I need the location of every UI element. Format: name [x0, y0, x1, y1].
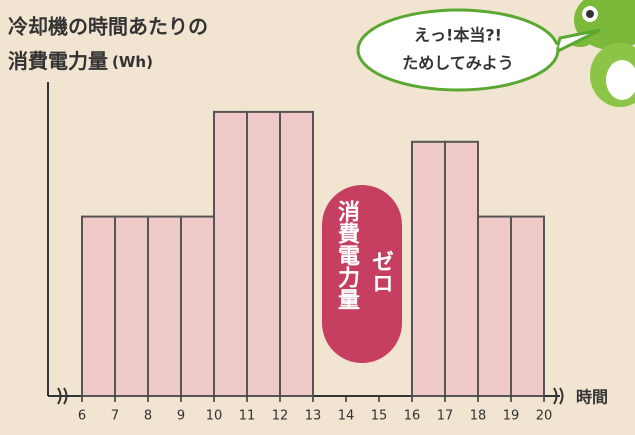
annotation-caption: 消費電力量 [334, 200, 360, 310]
x-tick-label: 9 [177, 409, 185, 424]
x-tick-label: 14 [338, 409, 355, 424]
annotation-label: ゼロ [368, 250, 394, 294]
x-tick-label: 15 [371, 409, 388, 424]
x-axis-label: 時間 [576, 388, 608, 407]
bar [114, 215, 149, 397]
x-tick-label: 20 [536, 409, 553, 424]
bubble-text: えっ!本当?! [414, 26, 502, 45]
bubble-text: ためしてみよう [402, 54, 514, 73]
annotation-pill [322, 185, 402, 363]
x-tick-label: 13 [305, 409, 322, 424]
x-tick-label: 10 [206, 409, 223, 424]
x-tick-label: 17 [437, 409, 454, 424]
bar [477, 215, 512, 397]
axis-break [57, 387, 564, 405]
bar [279, 110, 314, 398]
speech-bubble [356, 8, 601, 92]
x-tick-label: 12 [272, 409, 289, 424]
x-tick-label: 11 [239, 409, 256, 424]
chart-title-line: 消費電力量 [8, 49, 108, 73]
x-tick-label: 6 [78, 409, 86, 424]
x-tick-label: 8 [144, 409, 152, 424]
x-tick-label: 19 [503, 409, 520, 424]
bar [213, 110, 248, 398]
bar [510, 215, 545, 397]
bar [444, 140, 479, 397]
x-tick-label: 18 [470, 409, 487, 424]
y-unit: (Wh) [112, 53, 153, 71]
bar [147, 215, 182, 397]
bar [246, 110, 281, 398]
bar [81, 215, 116, 397]
chart-title-line: 消費電力量 (Wh) [8, 49, 153, 73]
x-tick-label: 7 [111, 409, 119, 424]
bar [411, 140, 446, 397]
x-tick-label: 16 [404, 409, 421, 424]
bar [180, 215, 215, 397]
chart-title-line: 冷却機の時間あたりの [8, 15, 208, 39]
